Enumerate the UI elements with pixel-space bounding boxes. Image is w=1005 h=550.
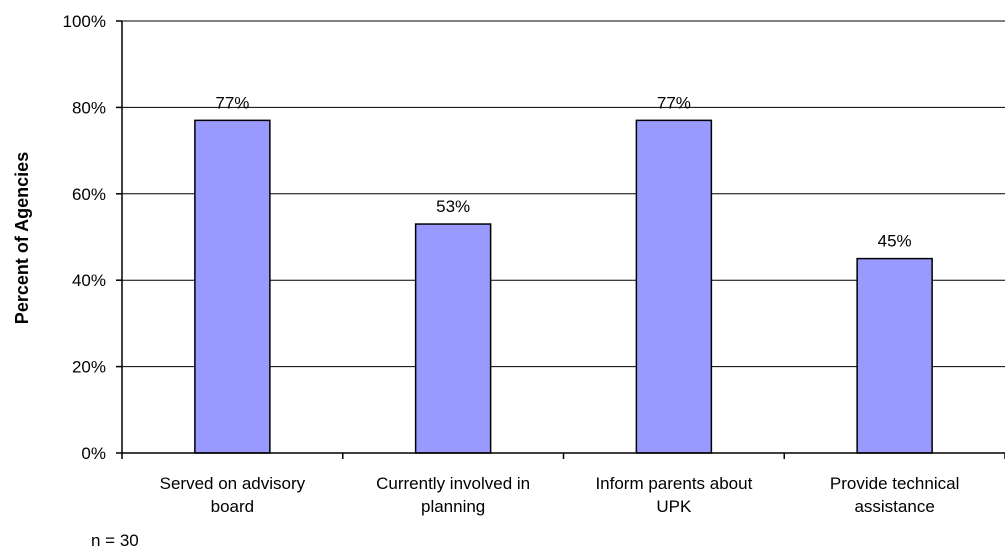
y-tick-label: 20% [72, 358, 106, 377]
data-label: 77% [657, 93, 691, 112]
data-label: 45% [878, 232, 912, 251]
sample-size-note: n = 30 [91, 531, 139, 550]
x-category-label: UPK [656, 497, 692, 516]
y-tick-label: 40% [72, 271, 106, 290]
bar [194, 119, 271, 454]
x-category-label: planning [421, 497, 485, 516]
y-tick-label: 60% [72, 185, 106, 204]
x-category-label: board [211, 497, 254, 516]
axes [116, 20, 1005, 459]
bars [194, 119, 933, 454]
y-tick-label: 80% [72, 98, 106, 117]
data-label: 77% [215, 93, 249, 112]
data-label: 53% [436, 197, 470, 216]
bar [856, 257, 933, 454]
y-tick-label: 0% [81, 444, 106, 463]
y-tick-label: 100% [63, 12, 106, 31]
bar [414, 223, 492, 454]
x-category-label: Inform parents about [595, 474, 752, 493]
y-axis-title: Percent of Agencies [12, 152, 32, 324]
labels: 0% 20% 40% 60% 80% 100% 77% Served on advisory b… [63, 12, 960, 516]
x-category-label: assistance [854, 497, 934, 516]
x-category-label: Provide technical [830, 474, 959, 493]
x-category-label: Served on advisory [160, 474, 306, 493]
x-category-label: Currently involved in [376, 474, 530, 493]
bar [635, 119, 713, 454]
